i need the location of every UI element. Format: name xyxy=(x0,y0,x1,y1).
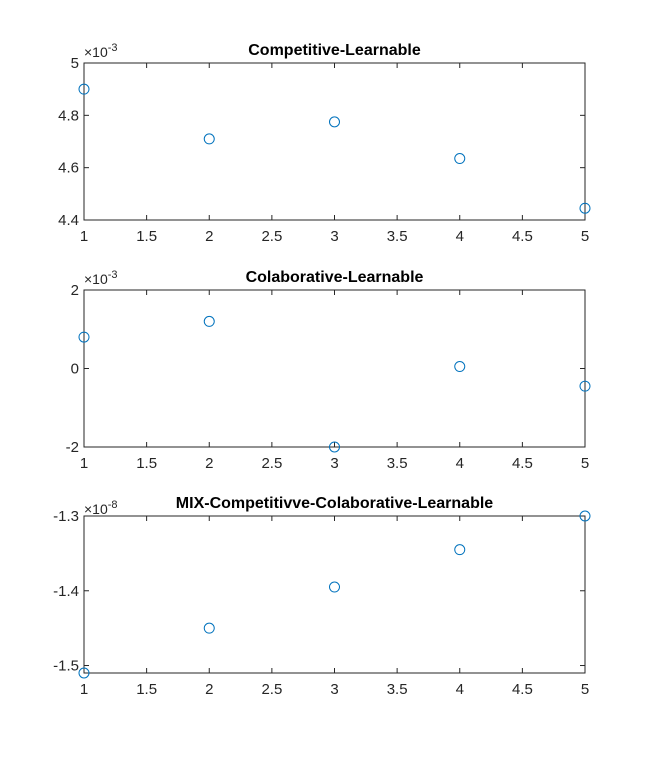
subplot-1-ytick-label: 4.8 xyxy=(58,107,79,124)
subplot-3-exponent-label: ×10-8 xyxy=(84,499,118,517)
subplot-3-data-point xyxy=(329,581,340,593)
subplot-1-data-point xyxy=(329,116,340,128)
subplot-1-data-point xyxy=(579,202,591,214)
subplot-1-ticks: 1 1.5 2 2.5 3 3.5 4 4.5 5 4.4 4.6 4.8 5 xyxy=(58,55,589,245)
subplot-3-data-point xyxy=(203,622,215,634)
subplot-1-xtick-label: 4 xyxy=(456,228,464,245)
subplot-3-xtick-label: 4 xyxy=(456,681,464,698)
subplot-1-xtick-label: 2 xyxy=(205,228,213,245)
subplot-3: MIX-Competitivve-Colaborative-Learnable … xyxy=(53,495,591,698)
subplot-1-xtick-label: 2.5 xyxy=(261,228,282,245)
subplot-2-markers xyxy=(78,315,591,453)
subplot-2-xtick-label: 5 xyxy=(581,455,589,472)
subplot-1-data-point xyxy=(454,153,466,165)
subplot-1-ytick-label: 5 xyxy=(71,55,79,72)
subplot-2-xtick-label: 4.5 xyxy=(512,455,533,472)
subplot-1-xtick-label: 4.5 xyxy=(512,228,533,245)
subplot-1-exponent-value: -3 xyxy=(108,42,118,54)
subplot-3-markers xyxy=(78,510,591,679)
subplot-2-title: Colaborative-Learnable xyxy=(246,269,424,286)
subplot-3-xtick-label: 4.5 xyxy=(512,681,533,698)
subplot-2-data-point xyxy=(579,380,591,392)
subplot-1-ytick-label: 4.6 xyxy=(58,160,79,177)
subplot-2-data-point xyxy=(329,441,340,453)
subplot-1-exponent-times: ×10 xyxy=(84,44,108,60)
subplot-2-xtick-label: 2.5 xyxy=(261,455,282,472)
subplot-2-ticks: 1 1.5 2 2.5 3 3.5 4 4.5 5 -2 0 2 xyxy=(66,282,590,472)
subplot-3-data-point xyxy=(78,667,90,679)
subplot-2-xtick-label: 2 xyxy=(205,455,213,472)
subplot-2-ytick-label: 2 xyxy=(71,282,79,299)
subplot-2-xtick-label: 4 xyxy=(456,455,464,472)
subplot-1-markers xyxy=(78,83,591,214)
subplot-2-xtick-label: 3 xyxy=(330,455,338,472)
subplot-3-ytick-label: -1.4 xyxy=(53,583,79,600)
subplot-2-xtick-label: 3.5 xyxy=(387,455,408,472)
subplot-2-data-point xyxy=(454,361,466,373)
subplot-3-xtick-label: 3 xyxy=(330,681,338,698)
subplot-3-title: MIX-Competitivve-Colaborative-Learnable xyxy=(176,495,494,512)
subplot-3-xtick-label: 5 xyxy=(581,681,589,698)
subplot-2-exponent-label: ×10-3 xyxy=(84,269,118,287)
axes-box-1 xyxy=(83,62,586,221)
subplot-1-xtick-label: 3.5 xyxy=(387,228,408,245)
subplot-2-xtick-label: 1.5 xyxy=(136,455,157,472)
subplot-1-data-point xyxy=(203,133,215,145)
subplot-1-xtick-label: 1.5 xyxy=(136,228,157,245)
subplot-3-xtick-label: 1.5 xyxy=(136,681,157,698)
subplot-3-ytick-label: -1.5 xyxy=(53,658,79,675)
subplot-3-exponent-times: ×10 xyxy=(84,501,108,517)
subplot-3-xtick-label: 3.5 xyxy=(387,681,408,698)
subplot-1-xtick-label: 1 xyxy=(80,228,88,245)
subplot-3-exponent-value: -8 xyxy=(108,499,118,511)
subplot-3-data-point xyxy=(454,544,466,556)
subplot-1-data-point xyxy=(78,83,90,95)
subplot-3-xtick-label: 2 xyxy=(205,681,213,698)
subplot-3-ticks: 1 1.5 2 2.5 3 3.5 4 4.5 5 -1.5 -1.4 -1.3 xyxy=(53,508,589,698)
subplot-1-ytick-label: 4.4 xyxy=(58,212,79,229)
subplot-2-data-point xyxy=(203,315,215,327)
axes-box-3 xyxy=(83,515,586,674)
subplot-1-exponent-label: ×10-3 xyxy=(84,42,118,60)
subplot-2-ytick-label: -2 xyxy=(66,439,79,456)
subplot-1-xtick-label: 3 xyxy=(330,228,338,245)
subplot-1-xtick-label: 5 xyxy=(581,228,589,245)
subplot-1-title: Competitive-Learnable xyxy=(248,42,421,59)
subplot-2: Colaborative-Learnable ×10-3 1 1.5 2 2.5 3 3.… xyxy=(66,269,591,472)
subplot-3-xtick-label: 1 xyxy=(80,681,88,698)
subplot-2-data-point xyxy=(78,331,90,343)
axes-box-2 xyxy=(83,289,586,448)
subplot-1: Competitive-Learnable ×10-3 1 1.5 2 2.5 3 3.5… xyxy=(58,42,591,245)
subplot-2-ytick-label: 0 xyxy=(71,361,79,378)
subplot-2-exponent-value: -3 xyxy=(108,269,118,281)
subplot-3-xtick-label: 2.5 xyxy=(261,681,282,698)
subplot-3-data-point xyxy=(579,510,591,522)
subplot-2-exponent-times: ×10 xyxy=(84,271,108,287)
subplot-2-xtick-label: 1 xyxy=(80,455,88,472)
subplot-3-ytick-label: -1.3 xyxy=(53,508,79,525)
